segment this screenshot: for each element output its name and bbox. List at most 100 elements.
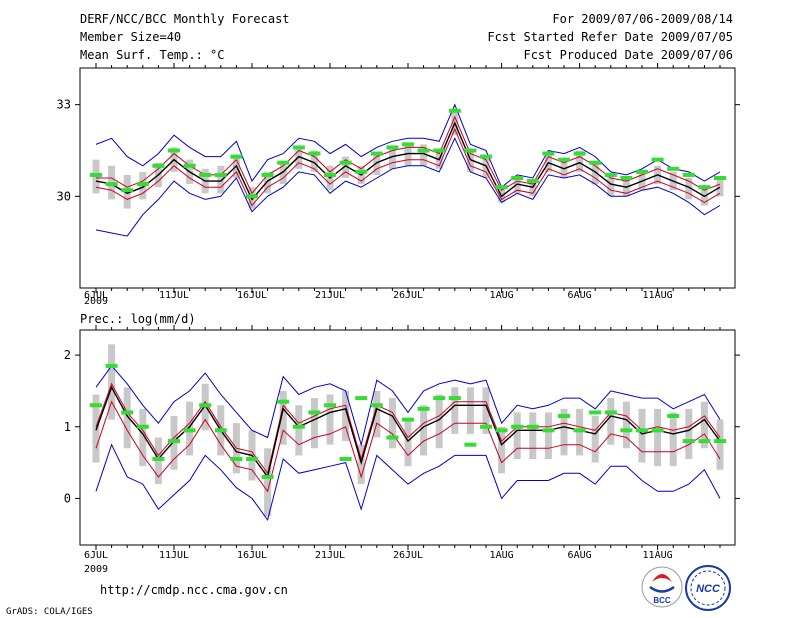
prec-observed-mark (324, 403, 336, 408)
temp-observed-mark (433, 148, 446, 153)
temp-upper-line (96, 115, 721, 195)
bcc-logo-ring (641, 566, 683, 608)
prec-min-line (95, 443, 721, 522)
prec-observed-mark (511, 424, 524, 429)
temp-observed-mark (448, 108, 461, 113)
prec-observed-mark (589, 410, 602, 415)
prec-observed-mark (464, 442, 477, 447)
prec-observed-mark (526, 424, 539, 429)
temp-observed-mark (464, 148, 477, 153)
prec-observed-mark (682, 439, 695, 444)
temp-observed-mark (230, 154, 243, 159)
prec-spread-box (622, 401, 630, 449)
ncc-logo-globe (690, 570, 726, 606)
prec-observed-mark (495, 428, 508, 433)
temp-spread-box (264, 171, 272, 194)
temp-observed-mark (308, 151, 321, 156)
temp-observed-mark (136, 182, 149, 187)
ncc-logo: NCC (685, 565, 731, 611)
prec-spread-box (607, 398, 615, 445)
header-title: DERF/NCC/BCC Monthly Forecast (80, 12, 290, 26)
temp-spread-box (607, 174, 615, 197)
temp-observed-mark (214, 172, 227, 177)
prec-max-line (95, 364, 721, 447)
prec-observed-mark (433, 396, 446, 401)
prec-observed-mark (417, 406, 430, 411)
temp-min-line (95, 137, 721, 237)
prec-ytick-label: 2 (64, 348, 71, 362)
temp-observed-mark (199, 172, 212, 177)
prec-xtick-label: 6AUG (568, 550, 592, 561)
ncc-logo-text: NCC (696, 583, 721, 595)
prec-spread-box (716, 419, 724, 470)
prec-observed-mark (448, 396, 461, 401)
prec-observed-mark (355, 396, 368, 401)
temp-observed-mark (667, 166, 680, 171)
prec-spread-box (295, 405, 303, 456)
prec-observed-mark (386, 435, 399, 440)
prec-spread-box (123, 387, 131, 449)
temp-observed-mark (698, 185, 711, 190)
temp-max-line (95, 103, 721, 188)
temp-observed-mark (402, 142, 414, 147)
prec-observed-mark (277, 399, 290, 404)
temp-spread-box (716, 178, 724, 197)
prec-xtick-label: 11JUL (159, 550, 189, 561)
prec-observed-mark (573, 428, 586, 433)
temp-xtick-label: 26JUL (393, 290, 423, 301)
temp-ytick-label: 30 (57, 189, 71, 203)
bottom-chart-title: Prec.: log(mm/d) (80, 312, 196, 326)
prec-observed-mark (636, 428, 648, 433)
header-period: For 2009/07/06-2009/08/14 (552, 12, 733, 26)
precipitation-year-label: 2009 (84, 564, 108, 575)
temp-observed-mark (542, 151, 555, 156)
prec-observed-mark (230, 457, 243, 461)
prec-spread-box (685, 408, 693, 459)
prec-observed-mark (698, 439, 711, 444)
prec-spread-box (279, 390, 287, 445)
temp-observed-mark (495, 185, 508, 190)
prec-spread-box (326, 394, 334, 445)
temp-observed-mark (589, 160, 602, 165)
temp-observed-mark (121, 188, 134, 193)
prec-spread-box (388, 398, 396, 449)
prec-observed-mark (121, 410, 134, 415)
temp-spread-box (279, 162, 287, 185)
prec-spread-box (529, 412, 537, 459)
temp-observed-mark (604, 172, 617, 177)
prec-xtick-label: 26JUL (393, 550, 423, 561)
prec-spread-box (591, 416, 599, 463)
temp-spread-box (529, 181, 537, 197)
temp-observed-mark (339, 160, 352, 165)
temp-spread-box (310, 150, 318, 172)
header-produced-date: Fcst Produced Date 2009/07/06 (523, 48, 733, 62)
temp-observed-mark (292, 145, 305, 150)
temp-spread-box (404, 144, 412, 166)
prec-spread-box (435, 394, 443, 449)
prec-observed-mark (542, 428, 555, 433)
ncc-logo-ring (685, 565, 731, 611)
grads-credit: GrADS: COLA/IGES (6, 607, 93, 617)
prec-observed-mark (714, 439, 726, 444)
temp-xtick-label: 21JUL (315, 290, 345, 301)
top-chart-title: Mean Surf. Temp.: °C (80, 48, 225, 62)
prec-observed-mark (308, 410, 321, 415)
temp-observed-mark (261, 172, 274, 177)
prec-lower-line (95, 400, 721, 493)
prec-spread-box (482, 387, 490, 434)
prec-observed-mark (152, 457, 165, 461)
temp-ytick-label: 33 (57, 98, 71, 112)
temp-observed-mark (620, 176, 633, 180)
temp-observed-mark (573, 151, 586, 156)
temp-xtick-label: 11JUL (159, 290, 189, 301)
temp-observed-mark (682, 172, 695, 177)
temp-spread-box (420, 144, 428, 166)
prec-observed-mark (168, 439, 180, 444)
temp-observed-mark (480, 154, 492, 159)
prec-xtick-label: 21JUL (315, 550, 345, 561)
header-start-date: Fcst Started Refer Date 2009/07/05 (487, 30, 733, 44)
temp-spread-box (685, 178, 693, 200)
prec-observed-mark (604, 410, 617, 415)
prec-ytick-label: 1 (64, 420, 71, 434)
header-member-size: Member Size=40 (80, 30, 181, 44)
